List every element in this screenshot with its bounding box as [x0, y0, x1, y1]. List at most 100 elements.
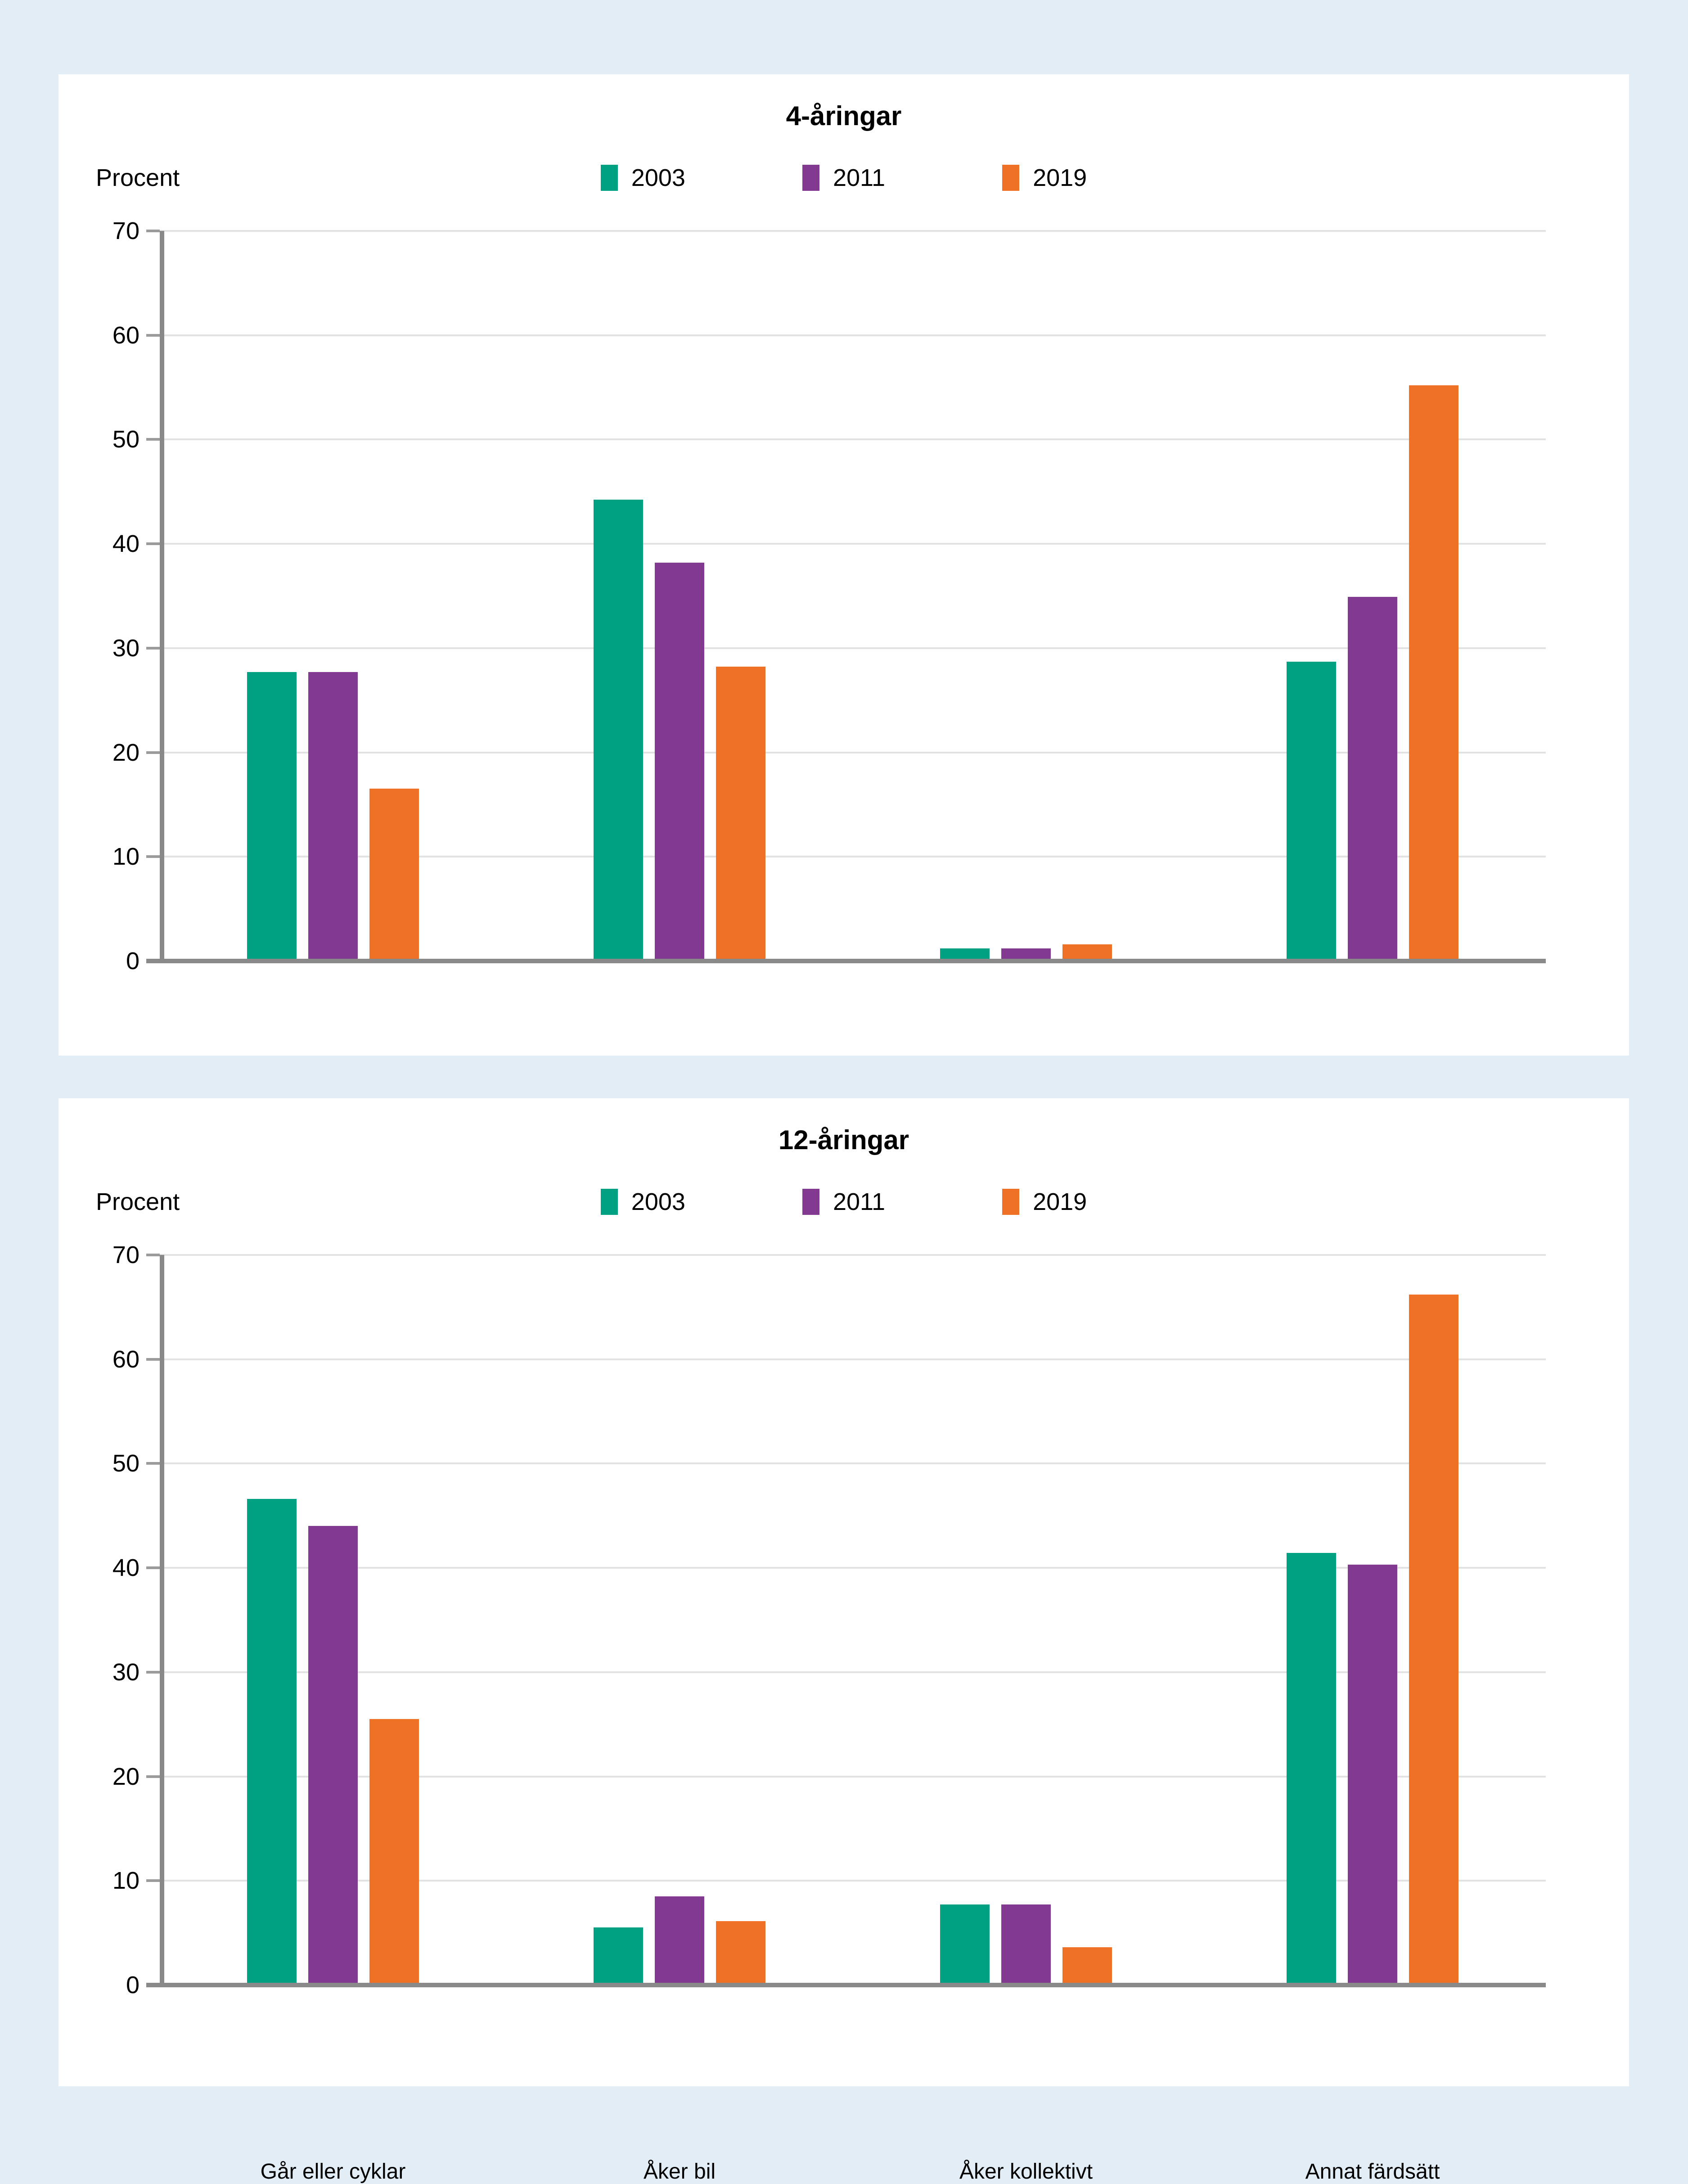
legend-item: 2019 [1002, 164, 1087, 191]
legend-swatch-icon [600, 165, 618, 191]
bar-2003 [1287, 1553, 1336, 1983]
legend-label: 2011 [833, 164, 886, 191]
chart-panel-12-aringar: 12-åringar Procent 2003 2011 2019 0 10 20 30 4… [59, 1098, 1629, 2184]
chart-title: 12-åringar [778, 1125, 909, 1155]
gridline [160, 1671, 1546, 1673]
bar-2019 [1409, 385, 1458, 959]
bar-2003 [594, 1927, 643, 1983]
legend-item: 2003 [600, 1188, 685, 1215]
bar-2011 [308, 1526, 358, 1983]
legend-label: 2019 [1033, 164, 1087, 191]
legend-label: 2003 [631, 1188, 685, 1215]
y-tick [146, 542, 160, 546]
bar-2019 [369, 1719, 419, 1983]
y-tick-label: 0 [126, 1972, 140, 1999]
legend-label: 2003 [631, 164, 685, 191]
y-tick [146, 1462, 160, 1465]
y-tick [146, 438, 160, 441]
y-tick [146, 1879, 160, 1882]
bar-2011 [1348, 1564, 1397, 1983]
y-tick-label: 40 [112, 1554, 140, 1582]
y-tick-label: 20 [112, 739, 140, 766]
bar-2019 [369, 789, 419, 959]
legend-swatch-icon [802, 1189, 819, 1215]
y-tick-label: 60 [112, 321, 140, 349]
bar-2011 [1348, 596, 1397, 959]
bar-2019 [1409, 1294, 1458, 1983]
gridline [160, 543, 1546, 545]
legend: 2003 2011 2019 [59, 1188, 1629, 1215]
y-tick-label: 30 [112, 1658, 140, 1686]
y-tick-label: 70 [112, 1241, 140, 1268]
bar-2019 [716, 1921, 765, 1983]
gridline [160, 1775, 1546, 1778]
y-tick [146, 751, 160, 754]
gridline [160, 334, 1546, 336]
y-tick [146, 334, 160, 337]
gridline [160, 856, 1546, 858]
bar-2003 [247, 672, 297, 959]
bar-2011 [655, 1896, 704, 1983]
y-tick [146, 1566, 160, 1570]
gridline [160, 1567, 1546, 1569]
y-tick-label: 50 [112, 426, 140, 453]
x-category-label: Åker kollektivt [959, 2160, 1093, 2184]
y-axis-line [160, 231, 164, 961]
legend-label: 2011 [833, 1188, 886, 1215]
gridline [160, 1880, 1546, 1882]
legend-swatch-icon [1002, 165, 1020, 191]
chart-title: 4-åringar [786, 101, 902, 131]
y-tick-label: 50 [112, 1450, 140, 1477]
y-axis-label: Procent [96, 1188, 180, 1215]
y-tick-label: 10 [112, 843, 140, 871]
gridline [160, 438, 1546, 441]
x-category-label: Annat färdsätt [1305, 2160, 1440, 2184]
bar-2011 [1001, 948, 1051, 959]
bar-2019 [1062, 1947, 1112, 1983]
y-tick [146, 1254, 160, 1256]
bar-2003 [594, 500, 643, 959]
y-tick-label: 20 [112, 1763, 140, 1790]
legend-item: 2011 [802, 1188, 885, 1215]
y-tick-label: 40 [112, 530, 140, 558]
bar-2003 [1287, 661, 1336, 959]
legend-item: 2019 [1002, 1188, 1087, 1215]
legend-swatch-icon [802, 165, 819, 191]
gridline [160, 1462, 1546, 1465]
x-category-label: Åker bil [643, 2160, 716, 2184]
legend-label: 2019 [1033, 1188, 1087, 1215]
y-tick-label: 30 [112, 634, 140, 662]
legend-swatch-icon [600, 1189, 618, 1215]
chart-panel-4-aringar: 4-åringar Procent 2003 2011 2019 0 10 20 30 40… [59, 74, 1629, 1160]
legend-item: 2011 [802, 164, 885, 191]
y-axis-line [160, 1255, 164, 1985]
plot-area: 0 10 20 30 40 50 60 70 Går eller cyklar Åker bil Å… [113, 1243, 1546, 2184]
bar-2011 [655, 562, 704, 959]
legend-swatch-icon [1002, 1189, 1020, 1215]
x-axis-line [146, 959, 1546, 963]
y-tick [146, 1358, 160, 1361]
y-tick-label: 60 [112, 1345, 140, 1373]
y-axis-label: Procent [96, 164, 180, 191]
x-axis-line [146, 1983, 1546, 1987]
y-tick [146, 855, 160, 858]
bar-2019 [716, 667, 765, 959]
bar-2003 [940, 1904, 990, 1983]
gridline [160, 1358, 1546, 1360]
gridline [160, 1254, 1546, 1256]
y-tick [146, 1775, 160, 1778]
bar-2003 [940, 948, 990, 959]
bar-2011 [308, 672, 358, 959]
legend: 2003 2011 2019 [59, 164, 1629, 191]
y-tick-label: 70 [112, 217, 140, 244]
y-tick-label: 10 [112, 1867, 140, 1895]
y-tick [146, 646, 160, 650]
bar-2003 [247, 1498, 297, 1983]
bar-2011 [1001, 1904, 1051, 1983]
gridline [160, 751, 1546, 754]
y-tick-label: 0 [126, 948, 140, 975]
y-tick [146, 230, 160, 232]
bar-2019 [1062, 944, 1112, 959]
gridline [160, 647, 1546, 649]
